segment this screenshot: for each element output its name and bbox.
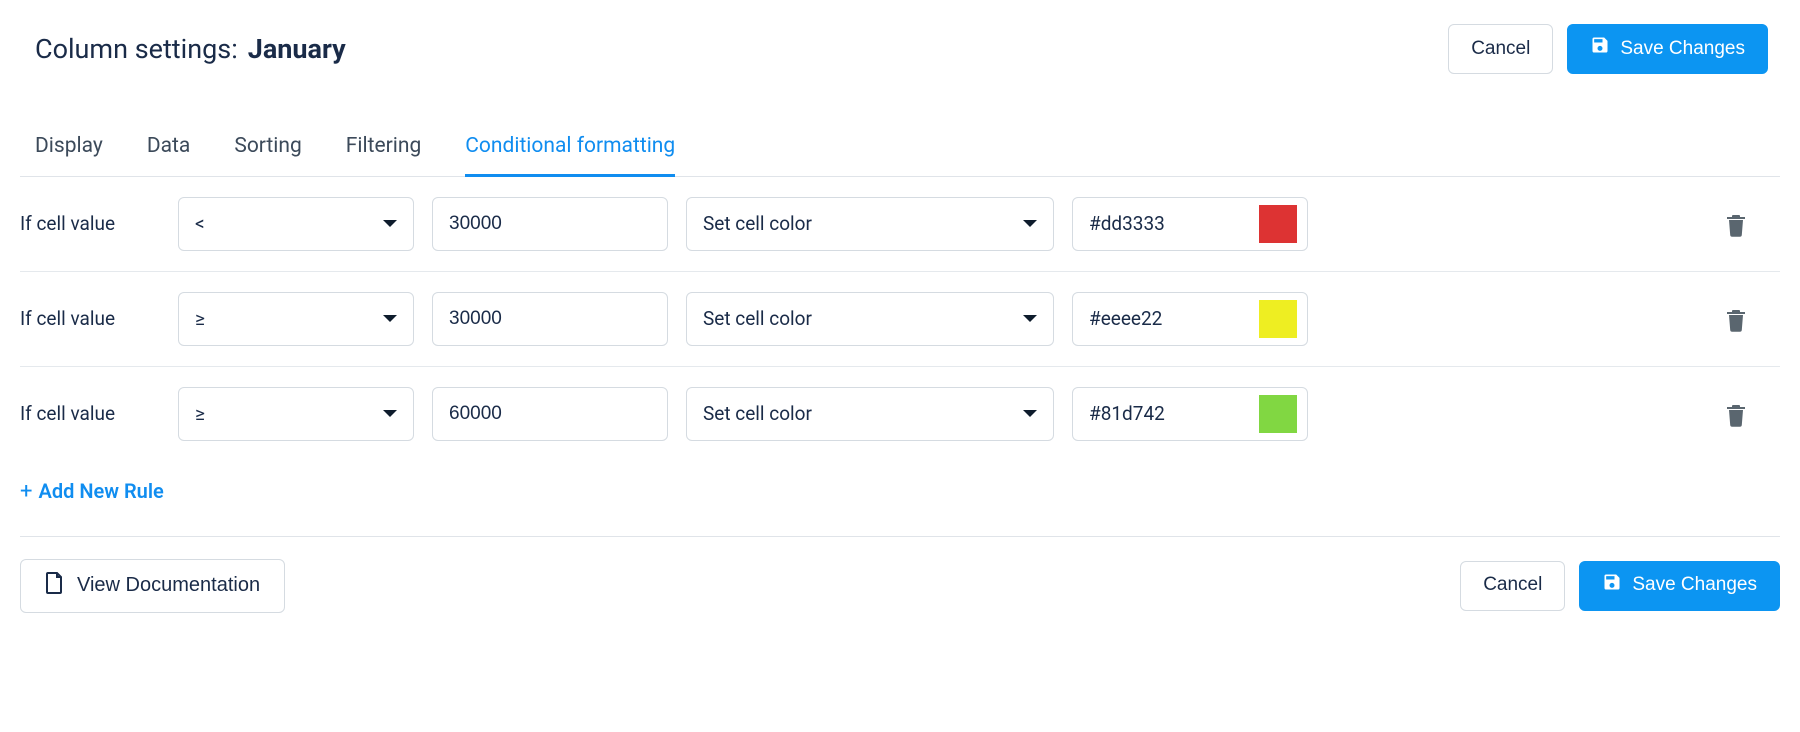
add-rule-button[interactable]: + Add New Rule bbox=[20, 461, 164, 528]
rule-label: If cell value bbox=[20, 402, 160, 425]
document-icon bbox=[45, 572, 63, 600]
title-value: January bbox=[248, 33, 346, 65]
rule-label: If cell value bbox=[20, 212, 160, 235]
save-button[interactable]: Save Changes bbox=[1579, 561, 1780, 611]
color-input[interactable]: #eeee22 bbox=[1072, 292, 1308, 346]
delete-rule-button[interactable] bbox=[1724, 401, 1748, 427]
save-icon bbox=[1602, 572, 1622, 600]
value-input[interactable] bbox=[432, 197, 668, 251]
action-select[interactable]: Set cell color bbox=[686, 197, 1054, 251]
plus-icon: + bbox=[20, 479, 32, 504]
rule-row: If cell value ≥ Set cell color #eeee22 bbox=[20, 272, 1780, 367]
docs-label: View Documentation bbox=[77, 574, 260, 597]
rule-row: If cell value ≥ Set cell color #81d742 bbox=[20, 367, 1780, 461]
operator-select-wrap: ≥ bbox=[178, 292, 414, 346]
cancel-button[interactable]: Cancel bbox=[1448, 24, 1553, 74]
save-icon bbox=[1590, 35, 1610, 63]
rule-row: If cell value < Set cell color #dd3333 bbox=[20, 177, 1780, 272]
color-hex: #dd3333 bbox=[1089, 212, 1165, 235]
color-swatch bbox=[1259, 395, 1297, 433]
color-hex: #eeee22 bbox=[1089, 307, 1162, 330]
operator-select[interactable]: < bbox=[178, 197, 414, 251]
action-select-wrap: Set cell color bbox=[686, 292, 1054, 346]
rule-label: If cell value bbox=[20, 307, 160, 330]
action-select-wrap: Set cell color bbox=[686, 197, 1054, 251]
save-label: Save Changes bbox=[1632, 573, 1757, 598]
tab-filtering[interactable]: Filtering bbox=[346, 124, 421, 177]
add-rule-label: Add New Rule bbox=[38, 479, 163, 503]
operator-select-wrap: < bbox=[178, 197, 414, 251]
view-docs-button[interactable]: View Documentation bbox=[20, 559, 285, 613]
operator-select-wrap: ≥ bbox=[178, 387, 414, 441]
cancel-button[interactable]: Cancel bbox=[1460, 561, 1565, 611]
title-prefix: Column settings: bbox=[35, 33, 238, 65]
delete-rule-button[interactable] bbox=[1724, 306, 1748, 332]
cancel-label: Cancel bbox=[1471, 37, 1530, 62]
rules-list: If cell value < Set cell color #dd3333 I… bbox=[20, 177, 1780, 461]
action-select[interactable]: Set cell color bbox=[686, 387, 1054, 441]
value-input[interactable] bbox=[432, 292, 668, 346]
tabs: Display Data Sorting Filtering Condition… bbox=[20, 124, 1780, 177]
action-select-wrap: Set cell color bbox=[686, 387, 1054, 441]
color-swatch bbox=[1259, 300, 1297, 338]
save-button[interactable]: Save Changes bbox=[1567, 24, 1768, 74]
header: Column settings: January Cancel Save Cha… bbox=[20, 24, 1780, 74]
page-title: Column settings: January bbox=[35, 33, 346, 65]
color-input[interactable]: #dd3333 bbox=[1072, 197, 1308, 251]
footer-actions: Cancel Save Changes bbox=[1460, 561, 1780, 611]
color-swatch bbox=[1259, 205, 1297, 243]
cancel-label: Cancel bbox=[1483, 573, 1542, 598]
operator-select[interactable]: ≥ bbox=[178, 292, 414, 346]
operator-select[interactable]: ≥ bbox=[178, 387, 414, 441]
tab-data[interactable]: Data bbox=[147, 124, 191, 177]
color-input[interactable]: #81d742 bbox=[1072, 387, 1308, 441]
delete-rule-button[interactable] bbox=[1724, 211, 1748, 237]
save-label: Save Changes bbox=[1620, 37, 1745, 62]
header-actions: Cancel Save Changes bbox=[1448, 24, 1768, 74]
color-hex: #81d742 bbox=[1089, 402, 1165, 425]
footer: View Documentation Cancel Save Changes bbox=[20, 536, 1780, 613]
tab-display[interactable]: Display bbox=[35, 124, 103, 177]
action-select[interactable]: Set cell color bbox=[686, 292, 1054, 346]
tab-conditional-formatting[interactable]: Conditional formatting bbox=[465, 124, 675, 177]
tab-sorting[interactable]: Sorting bbox=[234, 124, 301, 177]
value-input[interactable] bbox=[432, 387, 668, 441]
